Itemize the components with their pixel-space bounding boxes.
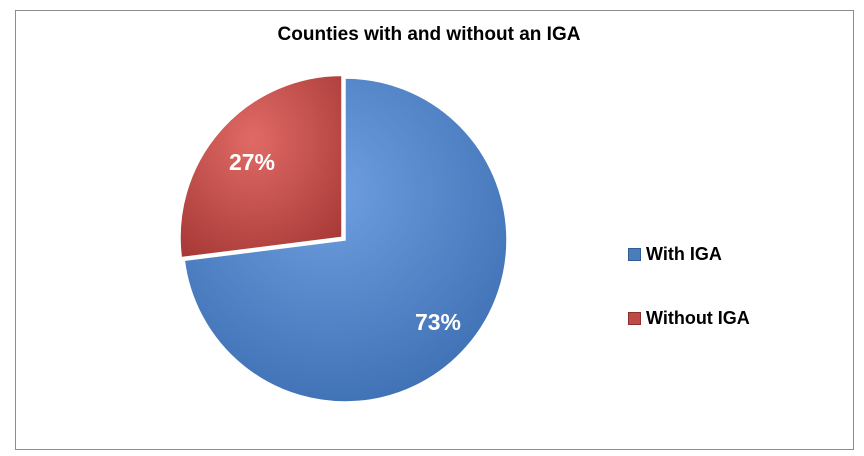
legend-label-without-iga: Without IGA [646,307,750,328]
data-label-without-iga: 27% [229,149,275,175]
legend-item-with-iga: With IGA [628,242,750,266]
pie-slice-without-iga [179,74,343,259]
pie-slice-with-iga [183,77,508,403]
legend-swatch-without-iga [628,311,641,325]
legend-item-without-iga: Without IGA [628,306,750,330]
legend: With IGA Without IGA [628,242,750,370]
legend-label-with-iga: With IGA [646,243,722,264]
legend-swatch-with-iga [628,247,641,261]
chart-title: Counties with and without an IGA [277,24,581,45]
data-label-with-iga: 73% [415,309,461,335]
